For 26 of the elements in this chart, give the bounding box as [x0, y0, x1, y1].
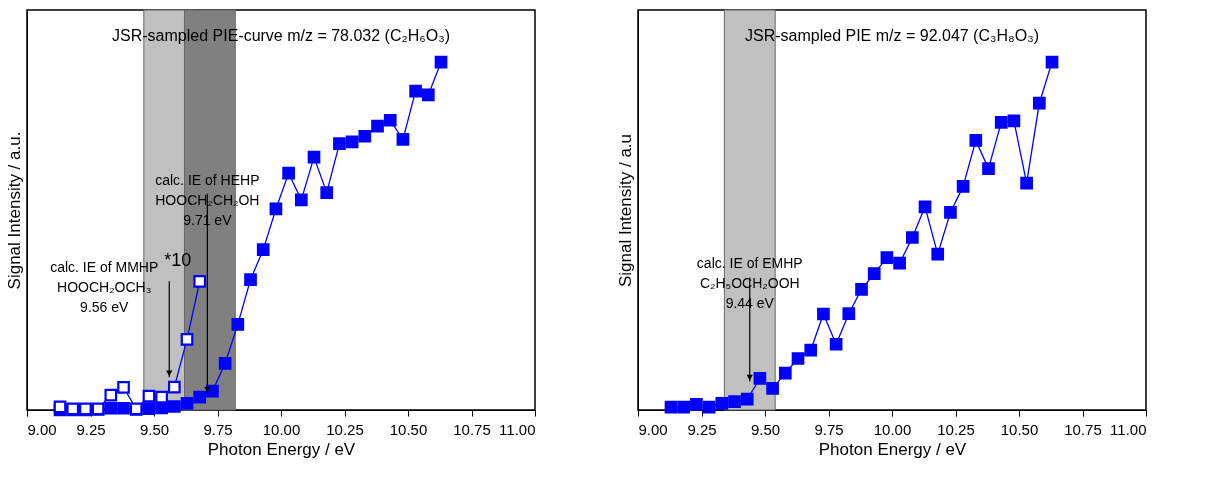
chart-title: JSR-sampled PIE-curve m/z = 78.032 (C₂H₆O₃)	[112, 26, 450, 44]
x-tick-label: 11.00	[1110, 420, 1147, 438]
x-tick-label: 10.00	[262, 420, 301, 438]
annotation: calc. IE of MMHP HOOCH₂OCH₃ 9.56 eV	[50, 259, 159, 316]
x-tick-label: 10.25	[326, 420, 364, 438]
x-tick-label: 9.00	[27, 420, 57, 438]
x-tick-label: 9.25	[76, 420, 106, 438]
x-tick-label: 10.00	[873, 420, 912, 438]
x-tick-label: 10.50	[1000, 420, 1039, 438]
x-tick-label: 9.25	[687, 420, 717, 438]
x-tick-label: 10.50	[389, 420, 428, 438]
y-axis-title: Signal Intensity / a.u.	[4, 131, 24, 290]
x-tick-label: 11.00	[499, 420, 536, 438]
x-axis-title: Photon Energy / eV	[207, 439, 356, 459]
x-tick-label: 10.75	[453, 420, 491, 438]
x-tick-label: 9.00	[638, 420, 668, 438]
x-axis-title: Photon Energy / eV	[818, 439, 967, 459]
chart-title: JSR-sampled PIE m/z = 92.047 (C₃H₈O₃)	[745, 26, 1039, 44]
y-axis-title: Signal Intensity / a.u	[615, 133, 635, 288]
x-tick-label: 9.75	[203, 420, 233, 438]
x-tick-label: 10.75	[1064, 420, 1102, 438]
x-tick-label: 10.25	[937, 420, 975, 438]
x-tick-label: 9.75	[814, 420, 844, 438]
x-tick-label: 9.50	[750, 420, 781, 438]
series-label: *10	[164, 250, 192, 271]
x-tick-label: 9.50	[139, 420, 170, 438]
